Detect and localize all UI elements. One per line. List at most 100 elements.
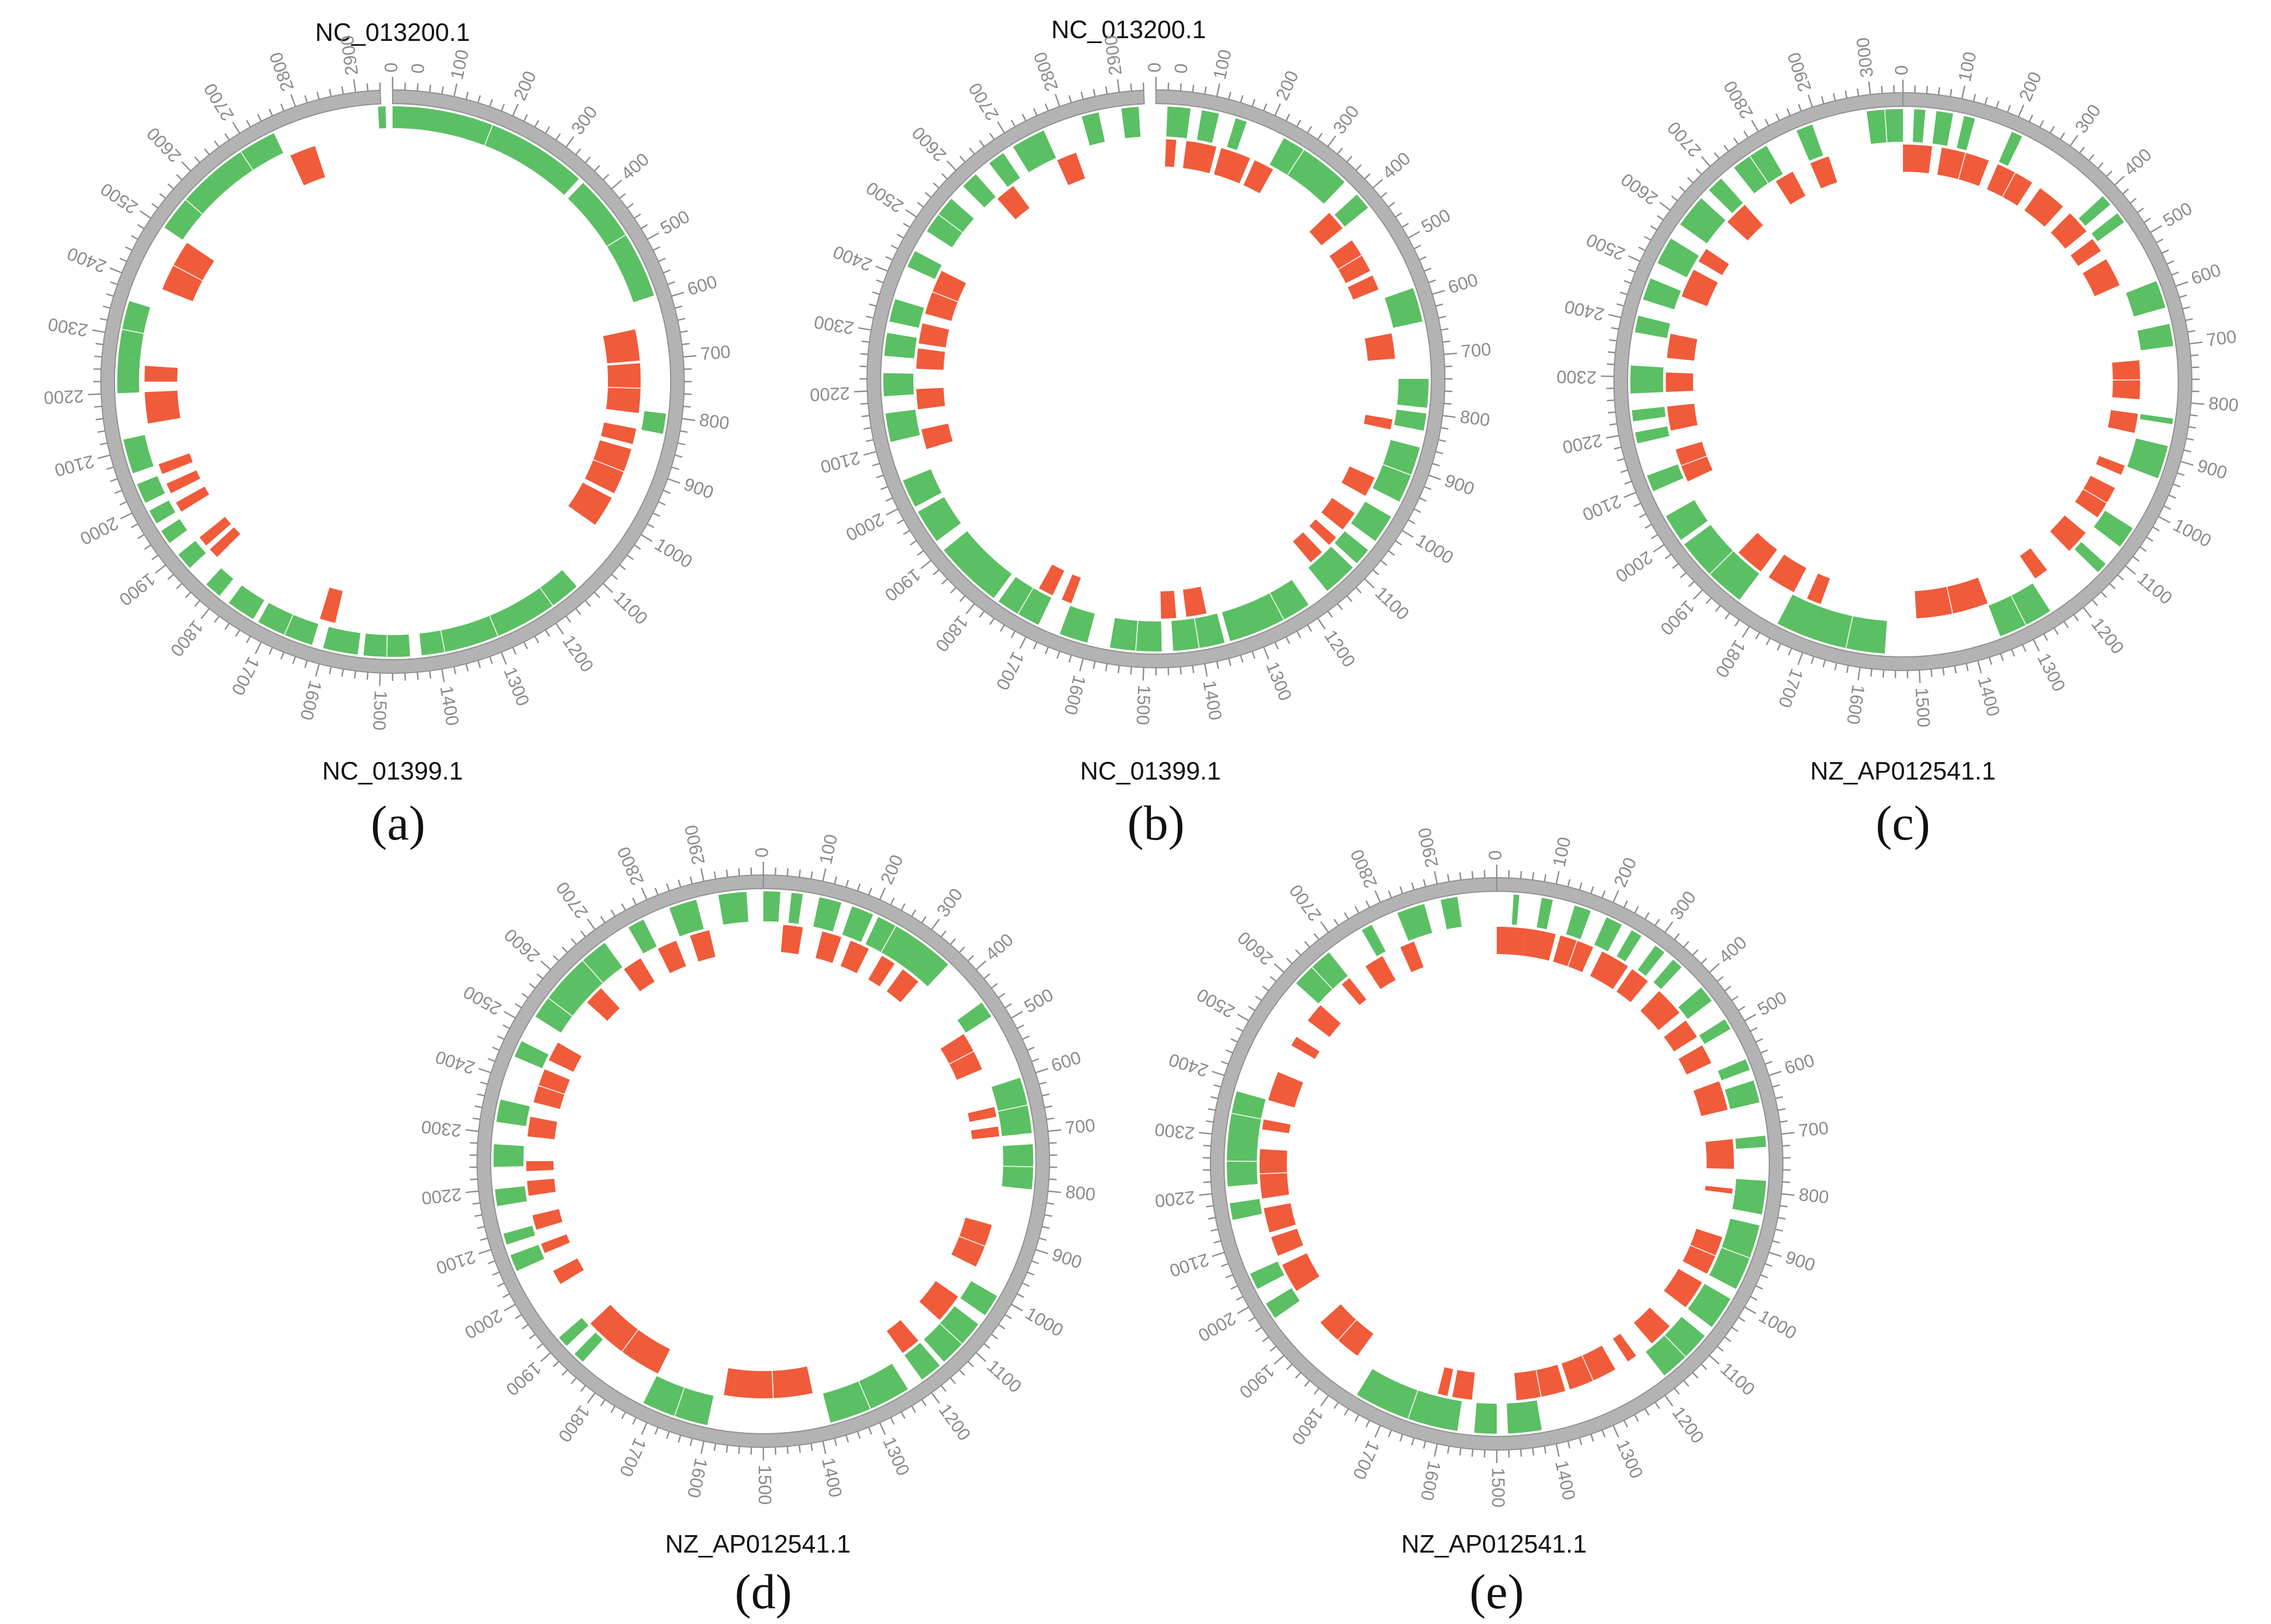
panel-d-tick-mark [991,983,998,989]
panel-a-tick-mark [667,478,680,484]
panel-d-tick-mark [474,1105,483,1108]
panel-a-tick-mark [92,329,105,333]
panel-e-tick-mark [1230,1038,1238,1043]
panel-a-block-separator [607,387,641,389]
panel-d-tick-mark [570,1377,577,1384]
panel-e-tick-mark [1601,1429,1606,1438]
panel-a-block-separator [606,234,626,247]
panel-c-tick-mark [2079,146,2085,154]
panel-d-tick-mark [465,1190,479,1193]
panel-b-tick-mark [1327,611,1333,618]
panel-a-tick-mark [353,79,357,93]
panel-e-tick-label: 800 [1798,1184,1830,1208]
panel-d-red-block [549,1042,582,1072]
panel-b-green-block [1013,130,1056,173]
panel-a-tick-mark [100,318,108,321]
panel-d-tick-mark [610,1405,616,1413]
panel-e-tick-mark [1213,1240,1221,1244]
panel-e-tick-mark [1590,886,1594,894]
panel-c-tick-mark [1870,668,1873,677]
panel-a-tick-mark [640,224,648,230]
panel-b-tick-mark [1274,103,1281,116]
panel-e-red-block [1263,1203,1296,1233]
panel-a-tick-label: 400 [617,149,653,184]
panel-d-tick-mark [967,955,974,962]
panel-a-tick-mark [477,95,481,103]
panel-a-tick-mark [417,83,419,92]
panel-d-tick-mark [492,1271,500,1276]
panel-d-block-separator [939,1323,963,1344]
panel-d-tick-mark [600,1399,606,1406]
panel-c-tick-mark [2150,225,2162,233]
panel-e-red-block [1271,1228,1304,1256]
panel-d-tick-mark [959,946,965,953]
panel-b-tick-mark [1068,655,1072,663]
panel-b-green-block [1334,531,1369,564]
panel-b-tick-mark [1296,631,1302,638]
panel-c-tick-mark [1996,100,1999,108]
panel-d-tick-mark [474,1214,483,1217]
panel-c-tick-mark [2007,105,2011,113]
panel-b-red-block [1062,574,1081,603]
panel-a-tick-mark [441,86,444,94]
panel-e-tick-mark [1236,1296,1244,1301]
panel-e-tick-mark [1724,1336,1732,1342]
panel-a-green-block [641,411,666,434]
panel-e-block-separator [1231,1113,1261,1120]
panel-c-green-block [2092,213,2124,242]
panel-c-tick-mark [1606,363,1615,365]
panel-d-green-block [763,891,781,922]
panel-e-tick-mark [1716,1345,1724,1352]
panel-d-red-block [590,1305,670,1374]
panel-c-red-block [2070,239,2101,266]
panel-d-tick-mark [480,1237,488,1241]
panel-b-block-separator [1287,149,1304,176]
panel-c-tick-mark [2152,526,2160,532]
panel-e-tick-mark [1471,871,1474,879]
panel-c-green-block [1643,278,1681,310]
panel-d-tick-mark [1041,1093,1050,1097]
panel-c-tick-mark [1687,177,1694,184]
panel-b-tick-mark [909,540,917,546]
panel-a-red-block [166,470,201,493]
panel-e-tick-mark [1286,957,1293,964]
panel-e-green-block [1678,987,1712,1019]
panel-b-tick-mark [979,140,985,147]
panel-a-block-separator [484,125,493,146]
panel-a-tick-mark [404,82,406,90]
panel-d-tick-label: 1600 [684,1457,712,1500]
panel-a-tick-mark [523,642,528,649]
panel-e-tick-mark [1269,1345,1277,1352]
panel-e-scale-ring-segment [1209,877,1784,1451]
panel-a-tick-mark [489,656,493,665]
panel-e-green-block [1732,1179,1767,1215]
panel-e-tick-label: 2600 [1233,927,1276,969]
panel-e-red-block [1523,928,1556,961]
panel-b-green-block [967,554,1012,598]
panel-a-tick-mark [501,651,507,665]
panel-d-tick-mark [857,883,861,891]
panel-c-tick-mark [2173,483,2181,488]
panel-b-tick-label: 100 [1209,47,1236,81]
panel-a-tick-mark [611,179,622,190]
panel-a-tick-mark [429,84,431,93]
panel-e-tick-mark [1781,1193,1795,1196]
panel-a-tick-label: 1200 [558,631,598,676]
panel-e-tick-label: 2400 [1166,1049,1210,1081]
panel-e-red-block [1282,1253,1320,1291]
panel-d-block-separator [858,1381,871,1409]
panel-a-tick-mark [106,293,114,297]
panel-b-tick-label: 600 [1445,269,1480,298]
panel-d-tick-mark [1041,1225,1050,1229]
panel-b-green-block [1166,106,1191,138]
panel-a-tick-mark [167,573,174,580]
panel-c-red-block [1810,156,1838,189]
panel-c-tick-label: 1900 [1656,596,1699,639]
panel-e-red-block [1262,1119,1291,1133]
panel-b-green-block [1394,409,1426,431]
panel-c-tick-mark [1617,458,1625,462]
panel-b-green-block [963,174,996,208]
panel-a-tick-mark [653,512,660,517]
panel-b-red-block [916,348,945,370]
panel-b-tick-mark [1296,119,1302,127]
